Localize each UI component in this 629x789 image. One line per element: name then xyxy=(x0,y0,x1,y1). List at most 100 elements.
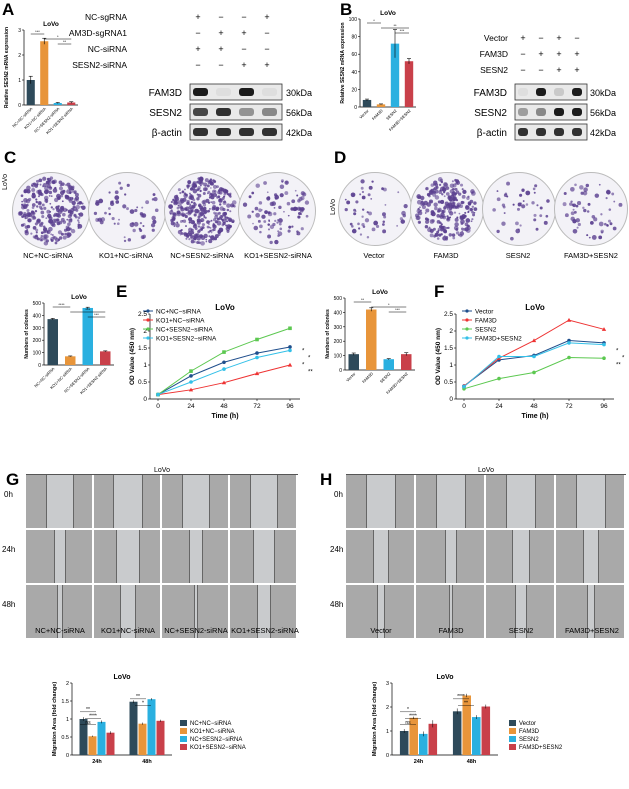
colony-c-colony xyxy=(185,206,190,212)
colony-c-colony xyxy=(225,226,231,232)
colony-c-colony xyxy=(66,232,72,237)
colony-c-colony xyxy=(45,201,48,204)
colony-d-colony xyxy=(609,222,613,226)
colony-c-colony xyxy=(278,218,283,223)
colony-c-colony xyxy=(36,205,39,208)
colony-c-colony xyxy=(267,211,271,215)
colony-c-colony xyxy=(69,218,73,221)
chart-b-y-tick-label: 40 xyxy=(351,70,357,76)
colony-c-colony xyxy=(75,208,79,212)
wound-h-col-3: SESN2 xyxy=(508,626,534,635)
colony-d-colony xyxy=(613,200,616,203)
chart-f-point xyxy=(462,384,466,389)
colony-d-colony xyxy=(351,225,354,228)
wound-g-gap xyxy=(57,585,63,638)
colony-c-colony xyxy=(73,190,77,194)
colony-c-colony xyxy=(197,225,201,228)
colony-c-colony xyxy=(294,189,297,192)
colony-d-colony xyxy=(606,224,609,227)
chart-h-legend-label: SESN2 xyxy=(519,737,539,743)
colony-c-colony xyxy=(40,192,44,197)
colony-c-colony xyxy=(197,230,201,234)
colony-d-colony xyxy=(382,220,386,223)
chart-g-legend-swatch xyxy=(180,728,187,734)
colony-d-colony xyxy=(371,227,376,232)
colony-d-colony xyxy=(366,211,369,214)
chart-d: 0 100 200 300 400 500 Numbers of colonies LoVo V… xyxy=(325,289,415,395)
chart-a-y-tick-label: 3 xyxy=(18,28,21,34)
chart-f-y-tick-label: 2 xyxy=(449,328,453,335)
colony-c-colony xyxy=(66,218,69,221)
colony-d-colony xyxy=(432,192,437,197)
colony-c-colony xyxy=(62,189,66,193)
chart-g-x-label: 48h xyxy=(142,759,152,765)
colony-d-colony xyxy=(461,230,464,232)
colony-c-colony xyxy=(200,241,205,246)
colony-c-colony xyxy=(206,184,210,188)
chart-e-y-tick-label: 0 xyxy=(143,396,147,403)
colony-c-colony xyxy=(57,213,61,218)
colony-d-colony xyxy=(429,228,434,233)
chart-b-bar xyxy=(376,104,386,107)
colony-c-colony xyxy=(127,238,132,242)
colony-d-colony xyxy=(433,202,438,207)
wound-h-row-48h: 48h xyxy=(330,600,344,609)
colony-d-colony xyxy=(446,217,450,221)
colony-c-colony xyxy=(42,176,47,181)
colony-c-colony xyxy=(40,239,43,242)
chart-e-x-tick-label: 0 xyxy=(156,403,160,410)
colony-d-colony xyxy=(349,222,353,226)
colony-c-colony xyxy=(67,222,71,226)
colony-c-colony xyxy=(263,181,267,185)
chart-e-y-tick-label: 0.5 xyxy=(138,379,147,386)
colony-c-colony xyxy=(34,222,38,226)
colony-c-colony xyxy=(204,178,209,183)
colony-d-colony xyxy=(399,217,404,221)
colony-c-colony xyxy=(150,223,156,228)
colony-c-colony xyxy=(279,184,285,189)
colony-d-colony xyxy=(543,220,548,225)
chart-f-sig-label: * xyxy=(622,355,625,361)
colony-c-colony xyxy=(193,237,197,241)
colony-c-colony xyxy=(145,200,150,205)
colony-c-colony xyxy=(208,235,211,238)
colony-c-colony xyxy=(20,205,26,210)
chart-c-bar xyxy=(82,307,93,365)
colony-d-colony xyxy=(437,177,443,182)
colony-c-colony xyxy=(255,212,261,218)
chart-h-y-tick-label: 2 xyxy=(386,705,389,711)
colony-c-colony xyxy=(180,207,185,212)
colony-c-colony xyxy=(35,183,39,186)
colony-c-colony xyxy=(187,180,192,185)
colony-c-colony xyxy=(300,227,304,231)
chart-d-x-label: FAM3D xyxy=(361,371,374,384)
colony-d-colony xyxy=(382,229,387,234)
chart-e-series-line xyxy=(157,349,291,396)
wound-h-col-2: FAM3D xyxy=(438,626,464,635)
colony-c-colony xyxy=(174,196,180,202)
chart-e-sig-label: * xyxy=(302,348,305,354)
colony-c-colony xyxy=(263,220,267,223)
colony-c-colony xyxy=(53,236,58,240)
colony-c-colony xyxy=(95,217,100,223)
wound-h-gap xyxy=(366,475,396,528)
colony-c-colony xyxy=(48,219,54,224)
chart-e-x-tick-label: 24 xyxy=(187,403,195,410)
colony-c-colony xyxy=(188,217,193,222)
colony-c-colony xyxy=(216,185,219,189)
chart-b-y-tick-label: 20 xyxy=(351,87,357,93)
colony-c-colony xyxy=(186,199,190,204)
chart-c-y-tick-label: 400 xyxy=(33,313,42,319)
colony-d-well xyxy=(554,172,628,246)
chart-b-sig-label: * xyxy=(373,18,375,23)
colony-c-colony xyxy=(199,189,202,193)
chart-a-bar xyxy=(67,102,76,105)
colony-d-colony xyxy=(396,224,399,227)
chart-e-xlabel: Time (h) xyxy=(211,413,238,420)
colony-c-colony xyxy=(64,232,67,236)
colony-d-colony xyxy=(459,233,463,238)
colony-c-colony xyxy=(21,215,24,219)
colony-c-colony xyxy=(31,206,35,209)
colony-c-colony xyxy=(267,223,270,226)
colony-d-colony xyxy=(598,183,601,186)
